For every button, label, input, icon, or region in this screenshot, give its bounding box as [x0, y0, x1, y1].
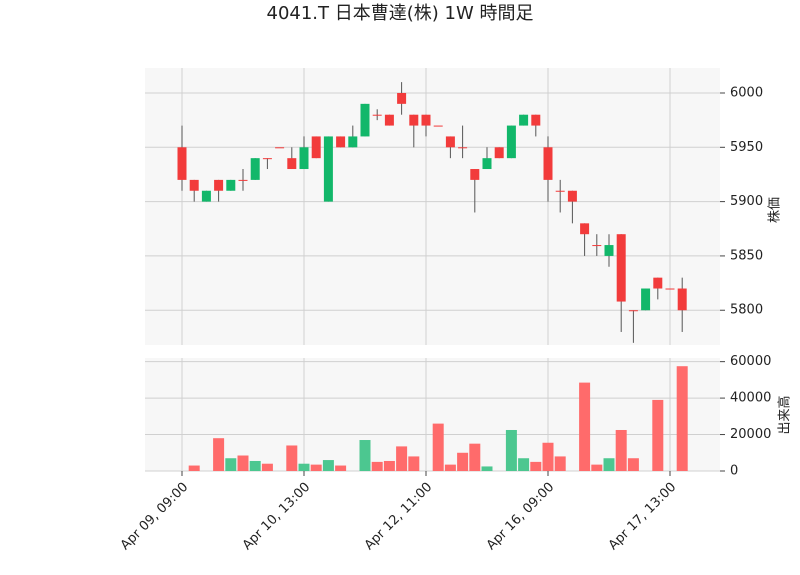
candle-body [226, 179, 236, 191]
chart-title: 4041.T 日本曹達(株) 1W 時間足 [267, 3, 534, 24]
volume-bar [249, 460, 261, 471]
y2-tick-label: 0 [730, 464, 738, 479]
volume-bar [310, 464, 322, 471]
candle-body [262, 158, 272, 160]
volume-bar [591, 464, 603, 471]
candle-body [384, 114, 394, 126]
candle-body [323, 136, 333, 202]
candle-body [519, 114, 529, 126]
volume-bar [371, 461, 383, 471]
volume-bar [469, 443, 481, 471]
y2-tick-label: 40000 [730, 391, 771, 406]
candle-body [653, 277, 663, 289]
volume-bar [444, 464, 456, 471]
volume-bar [627, 458, 639, 471]
candle-body [665, 288, 675, 290]
candle-body [616, 234, 626, 302]
volume-bar [322, 460, 334, 471]
volume-bar [261, 463, 273, 471]
candle-body [555, 190, 565, 192]
candle-body [482, 158, 492, 170]
volume-bar [298, 463, 310, 471]
candle-body [677, 288, 687, 311]
candle-body [214, 179, 224, 191]
candle-body [397, 92, 407, 104]
volume-bar [457, 452, 469, 471]
candle-body [311, 136, 321, 159]
x-tick-label: Apr 16, 09:00 [484, 480, 557, 553]
volume-bar [286, 445, 298, 471]
volume-panel [145, 358, 720, 471]
y-tick-label: 5800 [730, 303, 763, 318]
volume-bar [676, 366, 688, 471]
candle-body [409, 114, 419, 126]
candle-body [458, 147, 468, 149]
candle-body [177, 147, 187, 180]
candle-body [592, 245, 602, 247]
y-tick-label: 5850 [730, 248, 763, 263]
volume-bar [579, 382, 591, 471]
candle-body [628, 310, 638, 312]
volume-bar [652, 399, 664, 471]
volume-bar [542, 442, 554, 471]
y2-tick-label: 20000 [730, 427, 771, 442]
volume-bar [530, 461, 542, 471]
candle-body [494, 147, 504, 159]
candle-body [287, 158, 297, 170]
volume-bar [481, 466, 493, 471]
candle-body [275, 147, 285, 149]
volume-bar [396, 446, 408, 471]
volume-bar [335, 465, 347, 471]
volume-bar [505, 429, 517, 471]
candle-body [543, 147, 553, 180]
candle-body [506, 125, 516, 159]
candle-body [433, 125, 443, 127]
y-tick-label: 5950 [730, 140, 763, 155]
candle-body [470, 169, 480, 180]
x-tick-label: Apr 09, 09:00 [118, 480, 191, 553]
candle-body [641, 288, 651, 311]
candle-body [421, 114, 431, 126]
candle-body [299, 147, 309, 170]
volume-bar [383, 460, 395, 471]
candle-body [360, 103, 370, 137]
volume-bar [225, 458, 237, 471]
candle-body [336, 136, 346, 148]
candle-body [201, 190, 211, 202]
x-tick-label: Apr 10, 13:00 [240, 480, 313, 553]
price-panel [145, 68, 720, 345]
candle-body [372, 114, 382, 116]
candle-body [189, 179, 199, 191]
candle-body [238, 179, 248, 181]
volume-bar [213, 438, 225, 471]
candle-body [250, 158, 260, 180]
volume-bar [518, 458, 530, 471]
volume-bar [554, 456, 566, 471]
y2-tick-label: 60000 [730, 354, 771, 369]
volume-bar [432, 423, 444, 471]
y-axis-label: 株価 [768, 197, 783, 223]
volume-bar [188, 465, 200, 471]
candle-body [580, 223, 590, 235]
candle-body [604, 245, 614, 256]
candle-body [531, 114, 541, 126]
candle-body [348, 136, 358, 148]
y-tick-label: 5900 [730, 194, 763, 209]
volume-bar [237, 455, 249, 471]
y2-axis-label: 出来高 [777, 395, 793, 434]
volume-bar [408, 456, 420, 471]
x-tick-label: Apr 17, 13:00 [606, 480, 679, 553]
candle-body [445, 136, 455, 148]
volume-bar [359, 440, 371, 471]
y-tick-label: 6000 [730, 85, 763, 100]
candle-body [567, 190, 577, 202]
volume-bar [615, 429, 627, 471]
volume-bar [603, 458, 615, 471]
x-tick-label: Apr 12, 11:00 [362, 480, 435, 553]
